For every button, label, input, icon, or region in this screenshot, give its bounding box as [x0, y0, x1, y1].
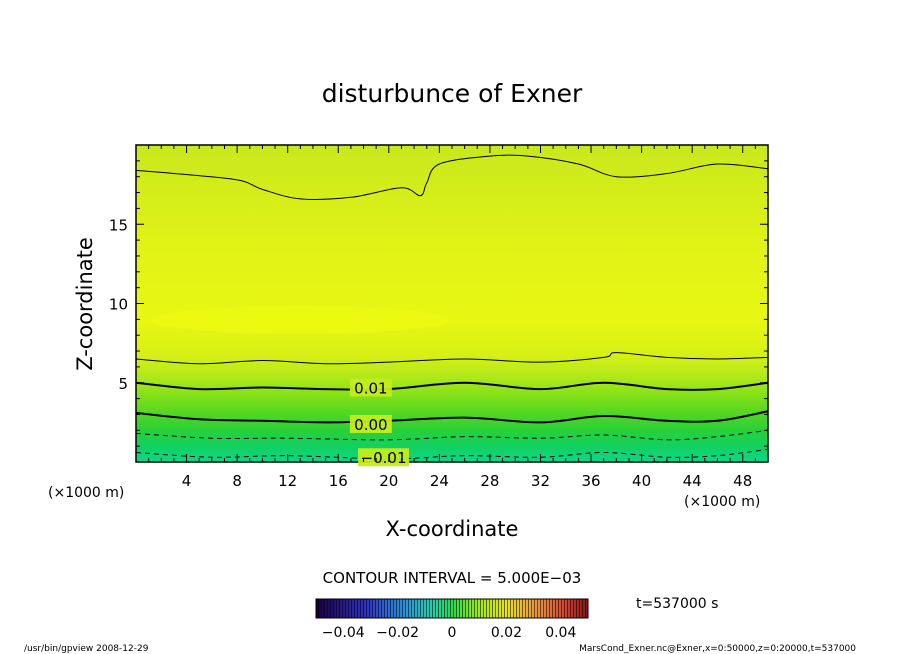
contour-label-2: −0.01 — [361, 449, 407, 467]
x-tick-label-28: 28 — [480, 472, 499, 490]
contour-line-0 — [136, 448, 768, 460]
x-tick-label-44: 44 — [683, 472, 702, 490]
field-maximum-region — [150, 306, 450, 334]
footer-left: /usr/bin/gpview 2008-12-29 — [24, 644, 149, 654]
contour-interval-text: CONTOUR INTERVAL = 5.000E−03 — [323, 569, 582, 587]
y-axis: 5 10 15 — [109, 160, 768, 447]
x-tick-label-8: 8 — [232, 472, 242, 490]
contour-line-4 — [136, 352, 768, 365]
colorbar-ticks: −0.04 −0.02 0 0.02 0.04 — [322, 625, 577, 641]
x-tick-label-4: 4 — [182, 472, 192, 490]
colorbar-stripes — [316, 599, 588, 618]
contour-line-3 — [136, 381, 768, 391]
colorbar-frame — [315, 598, 589, 619]
x-tick-label-12: 12 — [278, 472, 297, 490]
colorbar-tick-label-1: −0.02 — [376, 625, 419, 641]
colorbar-tick-label-0: −0.04 — [322, 625, 365, 641]
x-unit-label-right: (×1000 m) — [684, 494, 760, 510]
x-tick-label-36: 36 — [581, 472, 600, 490]
plot-area — [136, 145, 768, 462]
colorbar-tick-label-3: 0.02 — [491, 625, 522, 641]
x-tick-label-32: 32 — [531, 472, 550, 490]
x-axis: 4 8 12 16 20 24 28 32 36 40 44 48 — [148, 145, 756, 490]
x-unit-label-left: (×1000 m) — [48, 485, 124, 501]
y-tick-label-15: 15 — [109, 216, 128, 234]
footer-right: MarsCond_Exner.nc@Exner,x=0:50000,z=0:20… — [579, 644, 856, 654]
contour-labels: 0.01 0.00 −0.01 — [349, 378, 410, 467]
x-tick-label-40: 40 — [632, 472, 651, 490]
colorbar: −0.04 −0.02 0 0.02 0.04 — [315, 598, 589, 641]
x-tick-label-24: 24 — [430, 472, 449, 490]
chart-title: disturbunce of Exner — [322, 79, 583, 108]
contour-line-1 — [136, 429, 768, 441]
x-tick-label-20: 20 — [379, 472, 398, 490]
contour-label-bg-2 — [358, 448, 410, 467]
colorbar-tick-label-4: 0.04 — [545, 625, 576, 641]
field-shading — [136, 145, 768, 462]
y-tick-label-5: 5 — [118, 375, 128, 393]
contour-label-bg-0 — [349, 378, 392, 397]
contour-line-5 — [136, 154, 768, 200]
contour-line-2 — [136, 410, 768, 424]
y-tick-label-10: 10 — [109, 296, 128, 314]
contour-label-1: 0.00 — [354, 416, 387, 434]
x-tick-label-16: 16 — [329, 472, 348, 490]
contour-label-bg-1 — [349, 414, 392, 433]
contour-lines — [136, 154, 768, 460]
contour-label-0: 0.01 — [354, 380, 387, 398]
y-axis-label: Z-coordinate — [73, 237, 97, 371]
x-tick-label-48: 48 — [733, 472, 752, 490]
x-axis-label: X-coordinate — [386, 517, 519, 541]
colorbar-tick-label-2: 0 — [448, 625, 457, 641]
time-label: t=537000 s — [636, 596, 718, 612]
